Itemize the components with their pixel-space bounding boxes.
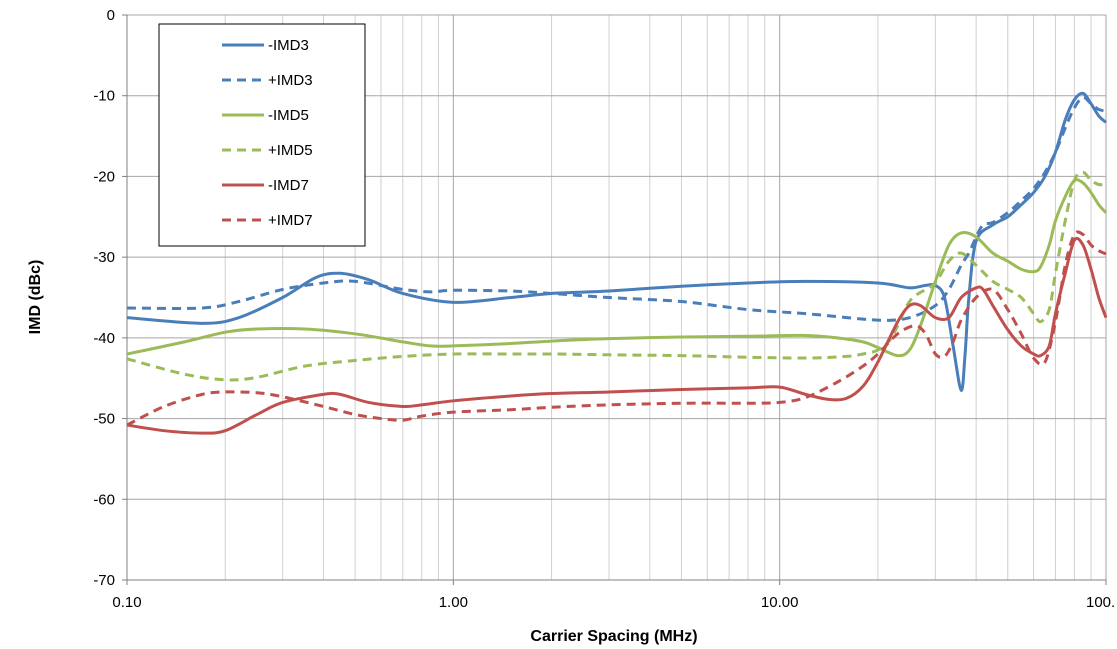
x-tick-label: 0.10 (112, 594, 141, 611)
x-axis-title: Carrier Spacing (MHz) (530, 628, 697, 645)
series-lines (127, 91, 1108, 435)
series-line-minus-imd5 (127, 178, 1108, 358)
y-tick-label: 0 (107, 7, 115, 24)
y-axis-title: IMD (dBc) (27, 260, 44, 335)
legend-label-plusminus-imd5: +IMD5 (268, 142, 313, 159)
series-line-plusminus-imd3 (127, 95, 1107, 322)
axes (122, 14, 1107, 585)
legend-label-minus-imd5: -IMD5 (268, 107, 309, 124)
series-line-plusminus-imd7 (127, 230, 1107, 427)
legend-label-minus-imd3: -IMD3 (268, 37, 309, 54)
y-tick-label: -20 (93, 168, 115, 185)
y-tick-label: -40 (93, 330, 115, 347)
minor-gridlines (224, 15, 1092, 580)
legend-label-plusminus-imd7: +IMD7 (268, 212, 313, 229)
series-line-plusminus-imd5 (127, 170, 1107, 382)
y-tick-label: -50 (93, 411, 115, 428)
legend-label-plusminus-imd3: +IMD3 (268, 72, 313, 89)
y-tick-label: -60 (93, 491, 115, 508)
legend-box (158, 23, 366, 247)
y-tick-label: -10 (93, 88, 115, 105)
tick-labels: 0 -10 -20 -30 -40 -50 -60 -70 0.10 1.00 10.00 100. (93, 7, 1115, 611)
x-tick-label: 100. (1086, 594, 1115, 611)
x-tick-label: 10.00 (761, 594, 799, 611)
legend-label-minus-imd7: -IMD7 (268, 177, 309, 194)
x-tick-label: 1.00 (439, 594, 468, 611)
y-tick-label: -30 (93, 249, 115, 266)
legend: -IMD3 +IMD3 -IMD5 +IMD5 -IMD7 +IMD7 (158, 23, 366, 247)
y-tick-label: -70 (93, 572, 115, 589)
